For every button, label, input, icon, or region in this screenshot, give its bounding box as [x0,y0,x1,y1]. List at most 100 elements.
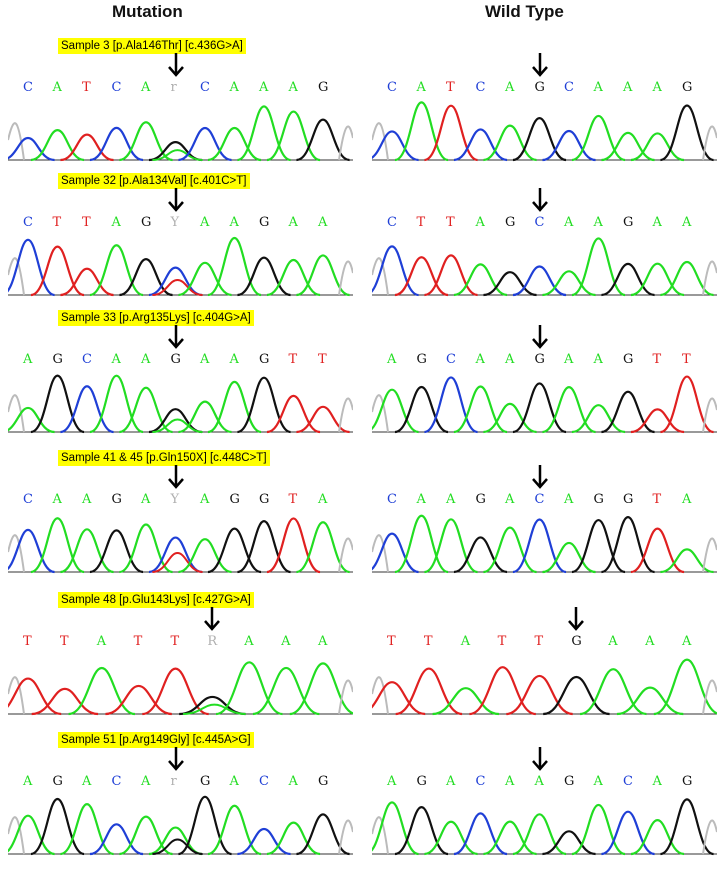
base-call: G [170,352,181,367]
chromatogram-trace [8,236,353,297]
base-call: G [318,80,329,95]
base-call: C [534,492,545,507]
variant-arrow-icon [167,188,184,212]
base-call: A [682,215,692,230]
trace-peak [453,812,508,856]
base-call: A [281,634,291,649]
sample-label: Sample 3 [p.Ala146Thr] [c.436G>A] [58,38,246,54]
base-call: R [207,634,218,649]
trace-peak [483,402,537,434]
sample-label: Sample 33 [p.Arg135Lys] [c.404G>A] [58,310,254,326]
trace-peak [68,666,136,716]
trace-peak [237,105,291,162]
trace-peak [89,529,144,574]
base-call: A [318,634,328,649]
chromatogram-trace [8,374,353,434]
base-call: T [23,634,32,649]
trace-peak-alt [152,838,203,855]
base-call: G [682,774,693,789]
trace-peak [178,126,232,162]
base-call: T [318,352,327,367]
trace-peak [453,536,508,574]
trace-peak [296,118,350,162]
base-call: A [623,80,633,95]
trace-peak [483,124,537,162]
base-call: G [475,492,486,507]
trace-peak [8,406,55,434]
base-call: G [505,215,516,230]
base-call: G [416,352,427,367]
base-call: T [387,634,396,649]
base-call: A [141,492,151,507]
trace-peak [207,527,262,574]
variant-arrow-icon [167,465,184,489]
base-call: A [200,215,210,230]
trace-peak [542,270,596,297]
trace-peak [394,385,449,434]
base-call: A [387,774,397,789]
base-call: A [288,215,298,230]
trace-peak [424,254,478,297]
base-call: A [244,634,254,649]
trace-peak [119,523,173,574]
trace-peak [571,114,626,162]
base-call: A [505,352,515,367]
trace-peak [601,516,655,574]
base-call: r [170,774,177,789]
base-call: A [229,352,239,367]
base-call: C [534,215,545,230]
trace-peak [571,803,626,856]
base-call: A [505,80,515,95]
variant-arrow-icon [531,53,548,77]
trace-peak [453,263,508,297]
base-call: T [682,352,691,367]
base-call: G [571,634,582,649]
trace-peak [630,819,685,856]
trace-peak [483,820,537,856]
trace-peak [394,256,449,297]
base-call: A [111,215,121,230]
base-call: A [200,492,210,507]
trace-peak [8,238,55,297]
trace-peak [542,129,596,162]
chromatogram-trace [8,517,353,574]
base-call: C [564,80,574,95]
trace-peak-alt [152,149,203,161]
trace-peak [372,130,419,162]
trace-peak [30,374,85,434]
base-call: A [460,634,471,649]
trace-peak [252,666,320,716]
trace-peak [483,271,537,297]
trace-peak [30,797,85,856]
trace-peak-alt [152,418,203,433]
trace-peak [469,666,537,716]
trace-peak [30,245,85,297]
trace-peak [8,136,55,162]
base-call: A [475,352,485,367]
base-call: A [200,352,210,367]
mutation-column-header: Mutation [112,2,183,21]
trace-peak [8,677,62,716]
trace-peak [630,132,685,162]
base-call: A [593,80,603,95]
trace-peak [178,795,232,856]
base-call: G [141,215,152,230]
base-call: A [682,492,692,507]
base-call: T [534,634,544,649]
chromatogram-trace [372,375,717,434]
base-call: G [111,492,122,507]
base-call: A [593,352,603,367]
trace-peak [453,385,508,434]
trace-peak [424,820,478,856]
trace-peak [119,386,173,434]
trace-peak [571,404,626,434]
trace-peak [542,675,610,716]
base-call: T [446,215,455,230]
trace-peak-alt [183,703,246,715]
base-call: A [82,774,92,789]
trace-peak [30,517,85,574]
base-call: G [623,215,634,230]
